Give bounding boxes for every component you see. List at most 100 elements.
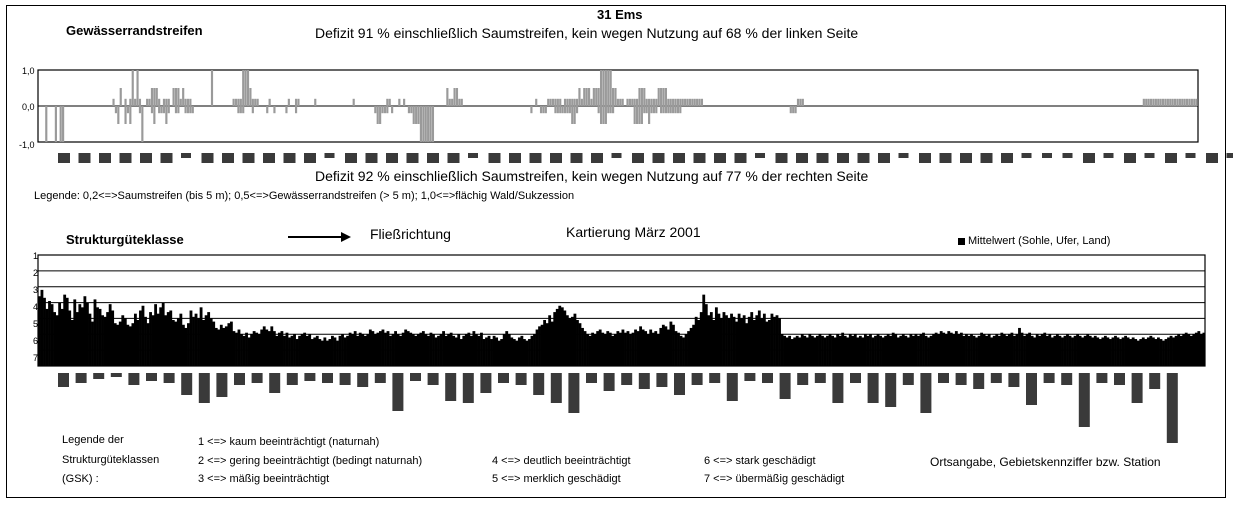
- gsk-bar: [803, 335, 807, 366]
- bar-right-side: [672, 106, 675, 114]
- location-label-box: [1124, 153, 1136, 163]
- gsk-bar: [396, 334, 400, 366]
- section-title-strukturguete: Strukturgüteklasse: [66, 232, 184, 247]
- gsk-legend-title: (GSK) :: [62, 473, 99, 485]
- station-label-box: [902, 373, 914, 385]
- gsk-bar: [85, 302, 89, 366]
- gsk-bar: [1045, 335, 1049, 366]
- gsk-bar: [1131, 337, 1135, 366]
- gsk-bar: [285, 332, 289, 366]
- location-label-box: [1103, 153, 1114, 158]
- gsk-bar: [161, 302, 165, 366]
- gsk-bar: [861, 337, 865, 366]
- gsk-bar: [333, 337, 337, 366]
- gsk-bar: [881, 337, 885, 366]
- y-tick-label: 1,0: [22, 66, 35, 76]
- location-label-box: [611, 153, 622, 158]
- gsk-bar: [1116, 337, 1120, 366]
- gsk-bar: [641, 329, 645, 366]
- gsk-bar: [63, 294, 67, 366]
- gsk-bar: [391, 334, 395, 366]
- gsk-bar: [626, 331, 630, 366]
- gsk-bar: [78, 304, 82, 366]
- gsk-bar: [947, 331, 951, 366]
- gsk-bar: [53, 312, 56, 366]
- gsk-bar: [573, 313, 577, 366]
- gsk-bar: [578, 323, 582, 366]
- station-label-box: [1096, 373, 1108, 383]
- gsk-bar: [732, 316, 736, 366]
- bar-right-side: [422, 106, 425, 142]
- bar-left-side: [1193, 98, 1196, 106]
- gsk-bar: [159, 307, 163, 366]
- gsk-bar: [318, 339, 322, 366]
- bar-left-side: [136, 70, 139, 106]
- gsk-bar: [1081, 337, 1085, 366]
- station-label-box: [709, 373, 721, 383]
- bar-right-side: [419, 106, 423, 142]
- gsk-bar: [1023, 335, 1026, 366]
- bar-right-side: [612, 106, 615, 114]
- bar-right-side: [391, 106, 394, 114]
- gsk-bar: [1182, 334, 1186, 366]
- bar-right-side: [660, 106, 663, 114]
- gsk-bar: [419, 332, 423, 366]
- station-label-box: [427, 373, 439, 385]
- gsk-bar: [247, 337, 251, 366]
- bar-right-side: [124, 106, 127, 124]
- gsk-bar: [884, 335, 888, 366]
- bar-right-side: [158, 106, 161, 114]
- location-label-box: [755, 153, 765, 158]
- y-tick-label: -1,0: [19, 140, 35, 150]
- gsk-bar: [522, 339, 526, 366]
- gsk-bar: [73, 299, 77, 366]
- gsk-bar: [1020, 332, 1024, 366]
- bar-right-side: [676, 106, 679, 114]
- gsk-bar: [810, 335, 814, 366]
- gsk-bar: [1174, 335, 1178, 366]
- gsk-bar: [618, 332, 622, 366]
- gsk-bar: [1169, 335, 1173, 366]
- bar-left-side: [1171, 98, 1174, 106]
- gsk-bar: [586, 334, 589, 366]
- gsk-bar: [472, 331, 476, 366]
- gsk-bar: [664, 326, 668, 366]
- gsk-bar: [1096, 337, 1100, 366]
- station-label-box: [498, 373, 509, 383]
- bar-left-side: [660, 88, 663, 106]
- gsk-bar: [118, 321, 122, 366]
- gsk-bar: [399, 335, 403, 366]
- gsk-bar: [500, 339, 504, 366]
- station-label-box: [515, 373, 527, 385]
- bar-left-side: [681, 98, 684, 106]
- bar-left-side: [460, 98, 463, 106]
- gsk-bar: [972, 335, 976, 366]
- station-label-box: [462, 373, 474, 403]
- bar-left-side: [643, 88, 646, 106]
- bar-left-side: [155, 88, 158, 106]
- gsk-bar: [613, 334, 617, 366]
- gsk-bar: [265, 329, 269, 366]
- gsk-bar: [591, 332, 595, 366]
- gsk-bar: [169, 310, 173, 366]
- gsk-bar: [1134, 339, 1138, 366]
- gsk-bar: [65, 297, 69, 366]
- gsk-bar: [583, 331, 587, 366]
- gsk-bar: [224, 326, 228, 366]
- bar-left-side: [1183, 98, 1186, 106]
- bar-left-side: [232, 98, 235, 106]
- gsk-bar: [694, 316, 698, 366]
- bar-right-side: [539, 106, 543, 114]
- location-label-box: [550, 153, 562, 163]
- bar-right-side: [573, 106, 576, 124]
- bar-left-side: [297, 98, 300, 106]
- gsk-bar: [568, 318, 572, 366]
- bar-right-side: [126, 106, 130, 114]
- gsk-bar: [272, 331, 276, 366]
- gsk-bar: [906, 337, 910, 366]
- gsk-bar: [232, 331, 236, 366]
- gsk-bar: [699, 312, 703, 366]
- bar-left-side: [287, 98, 290, 106]
- gsk-bar: [1010, 332, 1014, 366]
- gsk-bar: [507, 334, 511, 366]
